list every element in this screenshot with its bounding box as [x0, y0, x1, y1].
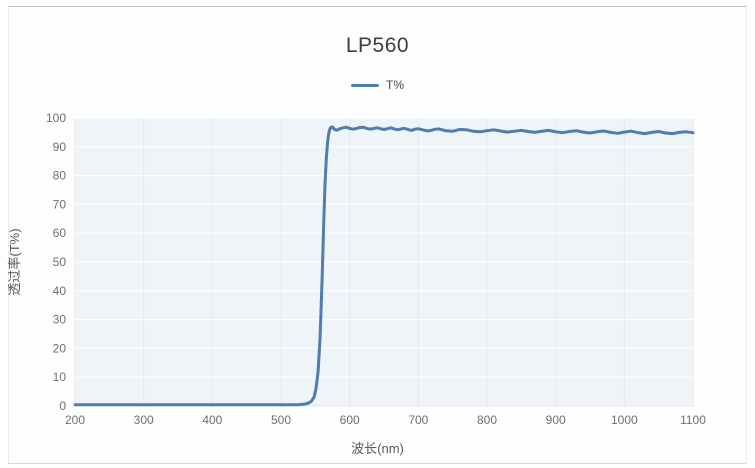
y-tick-label: 50	[53, 255, 67, 269]
legend-item-t-percent[interactable]: T%	[0, 77, 755, 93]
legend-label: T%	[386, 78, 404, 92]
series-line-t-percent	[73, 125, 695, 407]
y-tick-label: 10	[53, 370, 67, 384]
y-axis-title: 透过率(T%)	[7, 228, 22, 296]
x-tick-label: 400	[202, 413, 222, 427]
y-tick-label: 80	[53, 169, 67, 183]
y-tick-label: 20	[53, 341, 67, 355]
x-axis-title: 波长(nm)	[351, 441, 404, 456]
x-tick-label: 500	[271, 413, 291, 427]
y-tick-label: 100	[46, 111, 66, 125]
x-tick-label: 700	[408, 413, 428, 427]
x-tick-label: 200	[65, 413, 85, 427]
y-tick-label: 70	[53, 197, 67, 211]
y-tick-label: 0	[59, 399, 66, 413]
x-tick-label: 600	[340, 413, 360, 427]
y-tick-label: 40	[53, 284, 67, 298]
y-tick-label: 60	[53, 226, 67, 240]
x-tick-label: 1000	[611, 413, 638, 427]
x-tick-label: 900	[546, 413, 566, 427]
legend-line-marker-icon	[351, 83, 379, 87]
x-tick-label: 800	[477, 413, 497, 427]
y-tick-label: 30	[53, 313, 67, 327]
x-tick-label: 300	[134, 413, 154, 427]
y-tick-label: 90	[53, 140, 67, 154]
line-chart-plot-area: 200 300 400 500 600 700 800 900 1000 1100 0 10 20 30 4…	[46, 111, 706, 427]
chart-title: LP560	[345, 34, 410, 57]
x-tick-label: 1100	[680, 413, 706, 427]
